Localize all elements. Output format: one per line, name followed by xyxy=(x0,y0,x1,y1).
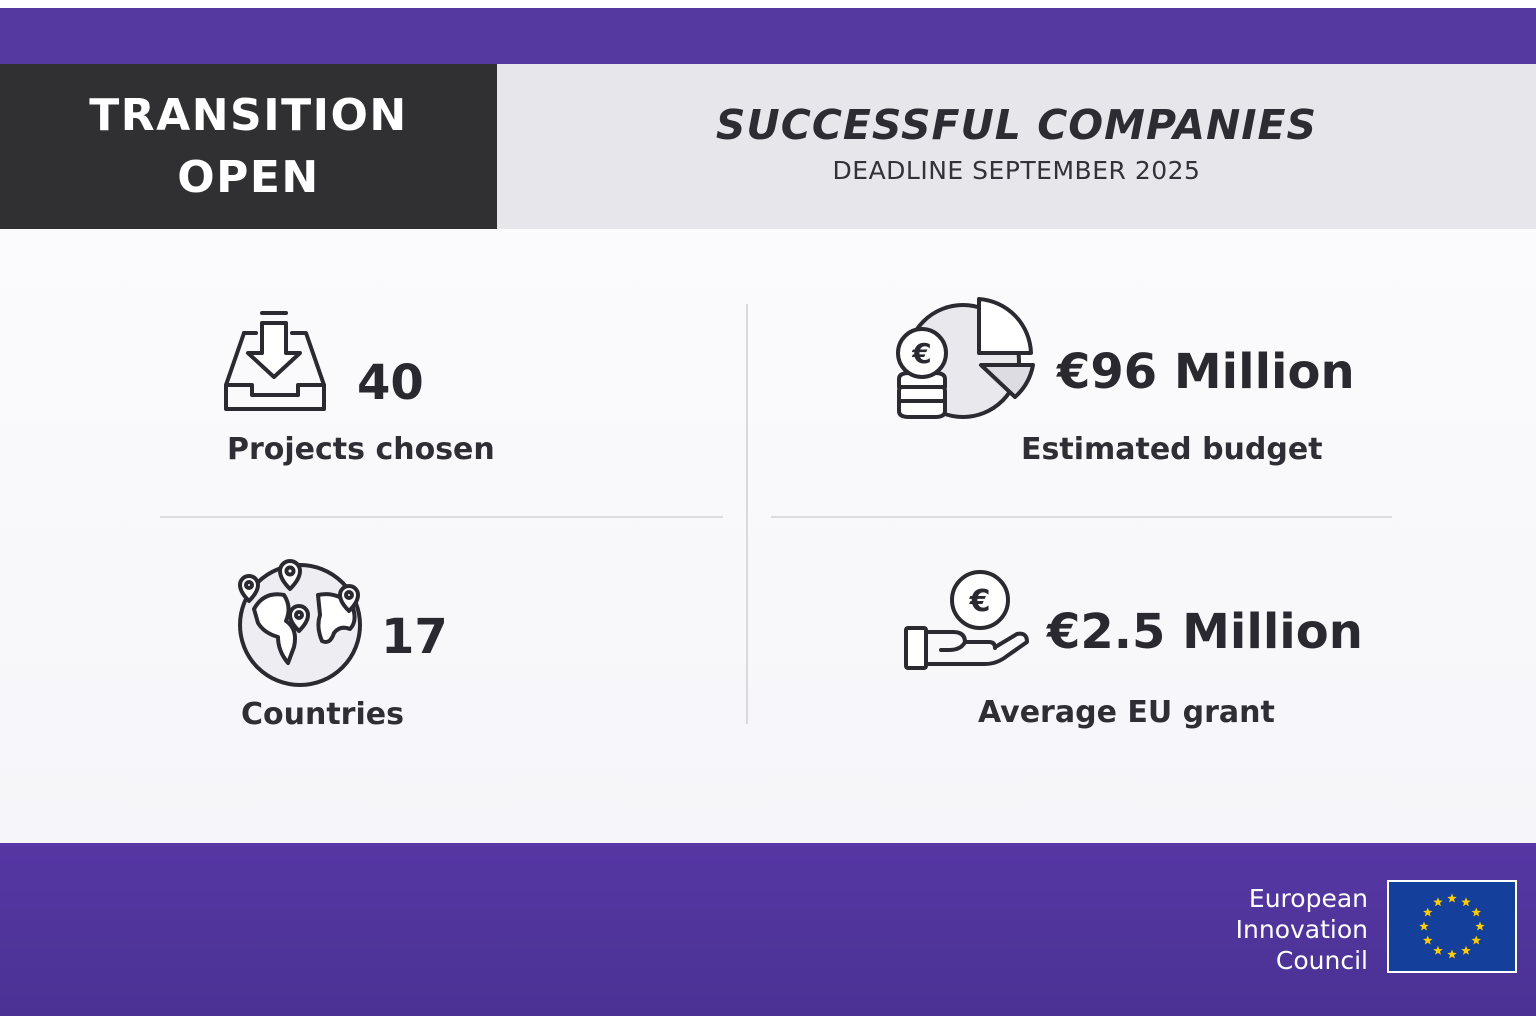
flag-star-icon xyxy=(1447,949,1457,959)
top-purple-band xyxy=(0,8,1536,64)
eu-flag-icon xyxy=(1387,880,1517,973)
eic-wordmark-line-1: European xyxy=(1248,884,1368,913)
vertical-divider xyxy=(746,304,748,724)
budget-label: Estimated budget xyxy=(1021,432,1323,467)
flag-star-icon xyxy=(1447,893,1457,903)
right-horizontal-divider xyxy=(771,516,1392,518)
bottom-frame xyxy=(0,1016,1536,1024)
grant-label: Average EU grant xyxy=(978,695,1275,730)
header-call-status: TRANSITION OPEN xyxy=(0,64,497,229)
header-status-line-1: TRANSITION xyxy=(89,89,408,141)
budget-value: €96 Million xyxy=(1057,344,1355,400)
left-horizontal-divider xyxy=(160,516,723,518)
flag-star-icon xyxy=(1433,945,1443,955)
header-title-block: SUCCESSFUL COMPANIES DEADLINE SEPTEMBER … xyxy=(497,64,1536,229)
eic-wordmark: European Innovation Council xyxy=(1236,883,1368,976)
flag-star-icon xyxy=(1461,897,1471,907)
top-frame xyxy=(0,0,1536,8)
countries-label: Countries xyxy=(241,697,404,732)
flag-star-icon xyxy=(1419,921,1429,931)
flag-star-icon xyxy=(1471,935,1481,945)
flag-star-icon xyxy=(1461,945,1471,955)
hand-euro-coin-icon: € xyxy=(904,570,1029,670)
flag-star-icon xyxy=(1475,921,1485,931)
flag-star-icon xyxy=(1433,897,1443,907)
inbox-download-icon xyxy=(224,311,326,411)
svg-text:€: € xyxy=(969,584,991,619)
flag-star-icon xyxy=(1471,907,1481,917)
eic-wordmark-line-3: Council xyxy=(1275,946,1368,975)
footer-band: European Innovation Council xyxy=(0,843,1536,1016)
page-subtitle: DEADLINE SEPTEMBER 2025 xyxy=(832,156,1201,185)
coins-pie-chart-icon: € xyxy=(896,297,1035,419)
stats-panel: 40 Projects chosen € €96 Million Estimat… xyxy=(0,229,1536,843)
projects-label: Projects chosen xyxy=(227,432,495,467)
globe-location-icon xyxy=(238,559,362,687)
header-status-line-2: OPEN xyxy=(177,151,320,203)
projects-value: 40 xyxy=(357,355,424,411)
flag-star-icon xyxy=(1423,935,1433,945)
svg-text:€: € xyxy=(911,337,931,370)
countries-value: 17 xyxy=(381,609,448,665)
eic-wordmark-line-2: Innovation xyxy=(1235,915,1368,944)
grant-value: €2.5 Million xyxy=(1047,604,1363,660)
page-title: SUCCESSFUL COMPANIES xyxy=(715,101,1318,149)
header: TRANSITION OPEN SUCCESSFUL COMPANIES DEA… xyxy=(0,64,1536,229)
flag-star-icon xyxy=(1423,907,1433,917)
